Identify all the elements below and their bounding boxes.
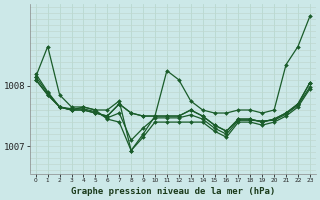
X-axis label: Graphe pression niveau de la mer (hPa): Graphe pression niveau de la mer (hPa) <box>71 187 275 196</box>
